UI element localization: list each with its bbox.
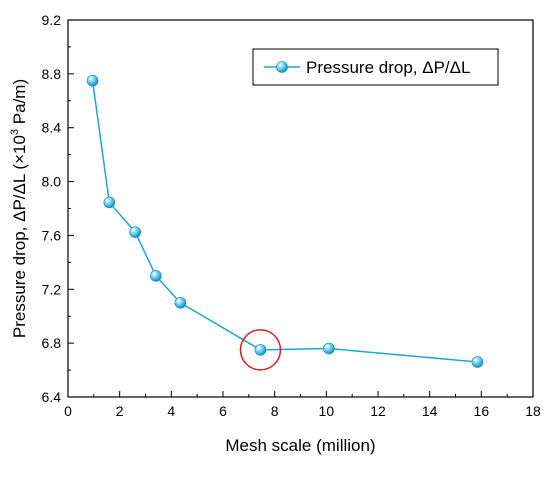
data-point <box>323 342 335 355</box>
x-axis-title: Mesh scale (million) <box>225 436 375 455</box>
y-axis-title-suffix: Pa/m) <box>10 79 29 129</box>
data-point <box>150 270 162 282</box>
x-tick-label: 16 <box>474 403 490 419</box>
data-point <box>471 356 484 368</box>
y-axis-title: Pressure drop, ΔP/ΔL (×103 Pa/m) <box>9 79 29 338</box>
y-tick-label: 8.0 <box>42 174 62 190</box>
y-tick-label: 6.4 <box>42 389 62 405</box>
data-point <box>174 296 187 309</box>
y-axis-title-superscript: 3 <box>9 129 21 135</box>
y-axis-title-prefix: Pressure drop, ΔP/ΔL (×10 <box>10 135 29 338</box>
y-tick-label: 8.4 <box>42 120 62 136</box>
y-tick-label: 9.2 <box>42 12 62 28</box>
data-point <box>129 226 141 238</box>
series-layer <box>86 74 484 368</box>
annotation-layer <box>239 329 282 371</box>
x-tick-label: 4 <box>167 403 175 419</box>
x-axis: 0 2 4 6 8 10 12 14 16 18 <box>64 391 541 419</box>
legend-marker <box>276 61 288 73</box>
y-tick-label: 6.8 <box>42 335 62 351</box>
highlight-circle <box>239 329 282 371</box>
data-point <box>103 196 116 209</box>
y-tick-label: 8.8 <box>42 66 62 82</box>
y-tick-label: 7.6 <box>42 227 62 243</box>
legend-label: Pressure drop, ΔP/ΔL <box>306 58 470 77</box>
data-point <box>254 344 267 356</box>
legend: Pressure drop, ΔP/ΔL <box>252 48 499 86</box>
x-tick-label: 18 <box>525 403 541 419</box>
series-line <box>91 80 478 363</box>
y-tick-label: 7.2 <box>42 281 62 297</box>
x-tick-label: 12 <box>370 403 386 419</box>
x-tick-label: 10 <box>319 403 335 419</box>
x-tick-label: 2 <box>116 403 124 419</box>
x-tick-label: 6 <box>219 403 227 419</box>
x-tick-label: 0 <box>64 403 72 419</box>
x-tick-label: 14 <box>422 403 438 419</box>
x-tick-label: 8 <box>271 403 279 419</box>
data-point <box>86 74 99 87</box>
y-axis: 6.4 6.8 7.2 7.6 8.0 8.4 8.8 9.2 <box>42 12 74 405</box>
